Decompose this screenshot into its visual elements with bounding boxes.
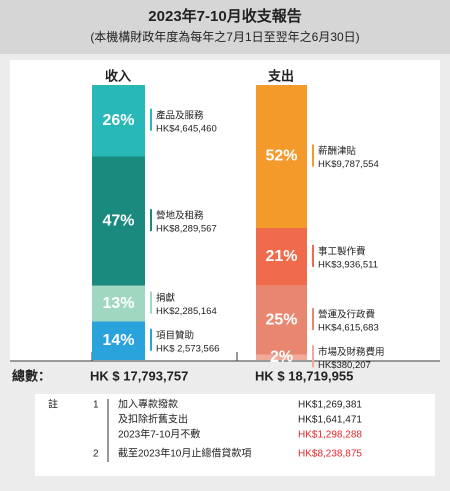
bar-segment xyxy=(256,85,307,228)
notes-label: 註 xyxy=(48,399,58,411)
bar-segment xyxy=(256,285,307,355)
bar-title: 支出 xyxy=(267,68,294,83)
note-amount: HK$1,641,471 xyxy=(298,415,362,426)
total-amount: HK $ 18,719,955 xyxy=(255,368,353,383)
segment-amount: HK$2,285,164 xyxy=(156,306,217,317)
total-label: 總數： xyxy=(12,368,51,383)
segment-name: 薪酬津貼 xyxy=(318,145,357,157)
subtitle: (本機構財政年度為每年之7月1日至翌年之6月30日) xyxy=(90,29,359,44)
bar-segment xyxy=(256,354,307,360)
legend-swatch xyxy=(150,209,152,232)
bar-segment xyxy=(92,85,145,157)
segment-amount: HK$380,207 xyxy=(318,360,371,371)
percent-label: 2% xyxy=(270,348,293,365)
segment-name: 市場及財務費用 xyxy=(318,346,385,358)
bar-segment xyxy=(256,228,307,286)
percent-label: 21% xyxy=(265,248,297,265)
percent-label: 25% xyxy=(265,311,297,328)
percent-label: 13% xyxy=(102,295,134,312)
legend-swatch xyxy=(150,328,152,351)
legend-swatch xyxy=(150,291,152,314)
percent-label: 47% xyxy=(102,212,134,229)
percent-label: 14% xyxy=(102,332,134,349)
bar-segment xyxy=(92,285,145,322)
percent-label: 26% xyxy=(102,112,134,129)
bar-title: 收入 xyxy=(105,68,131,83)
header-band xyxy=(0,0,450,54)
legend-swatch xyxy=(312,144,314,167)
segment-amount: HK$4,645,460 xyxy=(156,123,217,134)
segment-name: 營地及租務 xyxy=(156,210,204,222)
title: 2023年7-10月收支報告 xyxy=(148,7,301,25)
bar-segment xyxy=(92,156,145,286)
legend-swatch xyxy=(150,108,152,131)
notes-box xyxy=(35,394,435,476)
segment-amount: HK$9,787,554 xyxy=(318,159,379,170)
note-text: 及扣除折舊支出 xyxy=(118,413,188,426)
percent-label: 52% xyxy=(265,148,297,165)
note-number: 2 xyxy=(93,449,99,460)
segment-name: 營運及行政費 xyxy=(318,309,375,321)
legend-swatch xyxy=(312,345,314,368)
note-text: 加入專款撥款 xyxy=(118,398,178,411)
note-text: 截至2023年10月止總借貸款項 xyxy=(118,447,251,460)
segment-amount: HK$8,289,567 xyxy=(156,224,217,235)
segment-amount: HK$3,936,511 xyxy=(318,259,378,270)
total-amount: HK $ 17,793,757 xyxy=(90,368,188,383)
legend-swatch xyxy=(312,308,314,331)
segment-amount: HK$4,615,683 xyxy=(318,323,379,334)
bar-segment xyxy=(92,321,145,360)
chart-panel xyxy=(10,60,440,362)
segment-name: 產品及服務 xyxy=(156,109,204,121)
segment-amount: HK$ 2,573,566 xyxy=(156,343,219,354)
segment-name: 捐獻 xyxy=(156,292,176,304)
note-number: 1 xyxy=(93,400,99,411)
note-amount: HK$1,298,288 xyxy=(298,430,362,441)
legend-swatch xyxy=(312,244,314,267)
note-amount: HK$8,238,875 xyxy=(298,449,362,460)
note-amount: HK$1,269,381 xyxy=(298,400,362,411)
note-text: 2023年7-10月不敷 xyxy=(118,428,200,441)
segment-name: 事工製作費 xyxy=(318,245,366,257)
segment-name: 項目贊助 xyxy=(156,329,194,341)
